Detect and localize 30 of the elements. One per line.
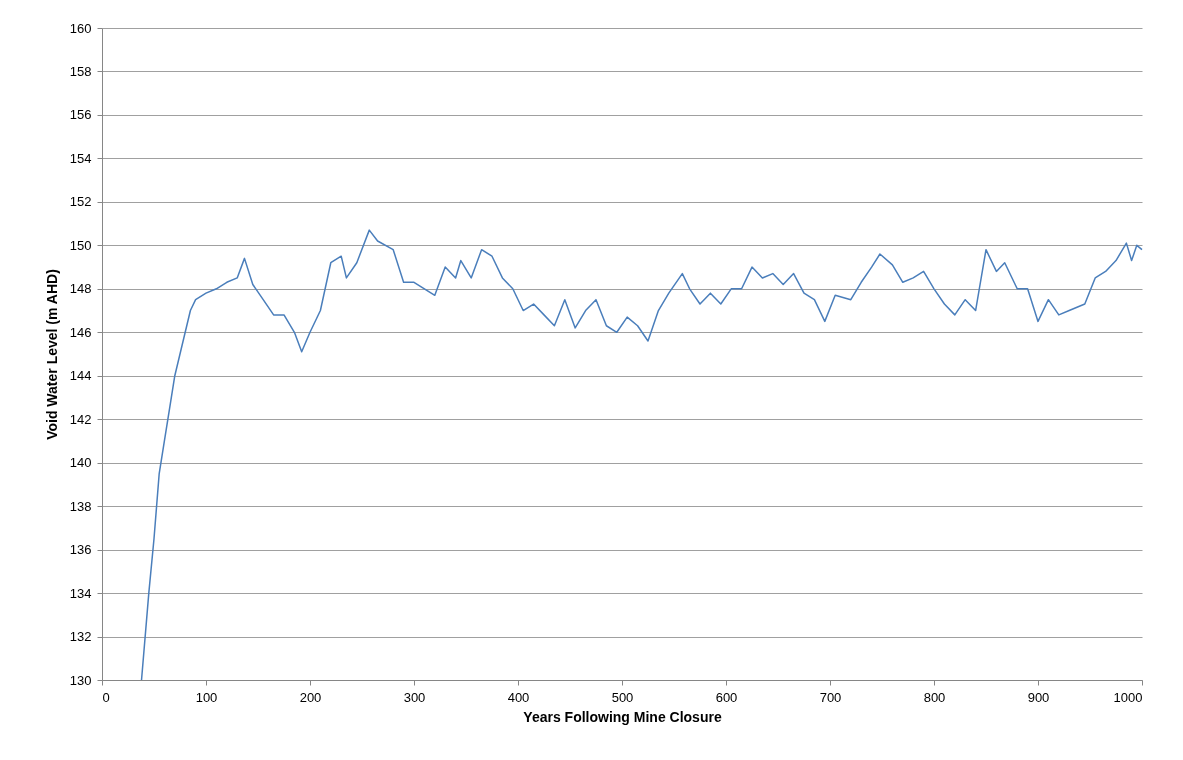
x-axis-title: Years Following Mine Closure — [523, 708, 722, 725]
x-tick-label: 800 — [923, 689, 946, 705]
y-tick-label: 136 — [69, 542, 92, 558]
y-tick-label: 138 — [69, 498, 92, 514]
x-tick-label: 700 — [819, 689, 842, 705]
y-axis-title: Void Water Level (m AHD) — [43, 269, 60, 440]
x-tick-label: 500 — [611, 689, 634, 705]
x-tick-label: 200 — [299, 689, 322, 705]
y-tick-label: 144 — [69, 368, 92, 384]
y-tick-label: 148 — [69, 281, 92, 297]
y-tick-label: 154 — [69, 150, 92, 166]
x-tick-label: 400 — [507, 689, 530, 705]
x-tick-label: 900 — [1027, 689, 1050, 705]
y-tick-label: 142 — [69, 411, 92, 427]
x-tick-label: 300 — [403, 689, 426, 705]
x-tick-label: 100 — [195, 689, 218, 705]
x-tick-label: 0 — [102, 689, 110, 705]
y-tick-label: 146 — [69, 324, 92, 340]
y-tick-label: 134 — [69, 585, 92, 601]
y-tick-label: 156 — [69, 107, 92, 123]
y-tick-label: 158 — [69, 63, 92, 79]
x-tick-label: 600 — [715, 689, 738, 705]
y-tick-label: 150 — [69, 237, 92, 253]
y-tick-label: 132 — [69, 629, 92, 645]
y-tick-label: 140 — [69, 455, 92, 471]
y-tick-label: 160 — [69, 20, 92, 36]
y-tick-label: 130 — [69, 672, 92, 688]
line-series — [140, 229, 1143, 681]
y-tick-label: 152 — [69, 194, 92, 210]
x-tick-label: 1000 — [1113, 689, 1143, 705]
